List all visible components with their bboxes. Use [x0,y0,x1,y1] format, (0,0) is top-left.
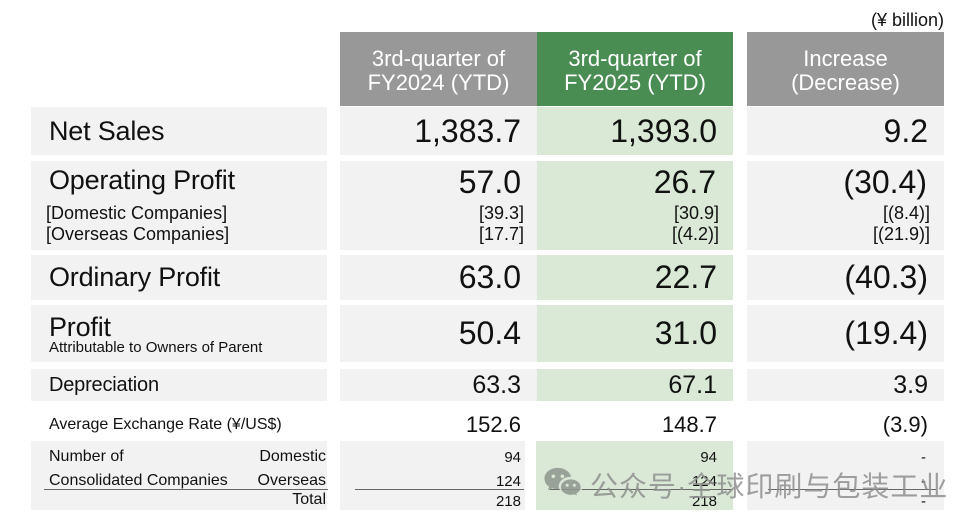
row-operating-profit-sub1-diff-value: [(8.4)] [882,202,930,223]
row-companies-cat-domestic: Domestic [259,448,326,465]
units-label: (¥ billion) [870,10,944,30]
row-companies-curr-total: 218 [691,493,717,510]
row-profit-label-cell: Profit Attributable to Owners of Parent [31,305,327,362]
row-ordinary-profit-curr-value: 22.7 [654,259,717,295]
row-companies-label-line2: Consolidated Companies [49,471,228,489]
row-operating-profit-diff-cell: (30.4) [(8.4)] [(21.9)] [747,161,944,250]
row-operating-profit-sub2-diff-value: [(21.9)] [872,224,930,244]
row-depreciation-diff-value: 3.9 [893,370,928,399]
total-divider-prev [355,489,524,490]
column-header-increase: Increase (Decrease) [747,32,944,106]
row-companies-prev-overseas: 124 [495,473,521,490]
row-operating-profit-sub1-label: [Domestic Companies] [46,202,228,223]
row-net-sales-curr-value: 1,393.0 [610,112,717,149]
row-companies-prev-total: 218 [495,493,521,510]
column-header-fy2024: 3rd-quarter of FY2024 (YTD) [340,32,537,106]
row-profit-sublabel: Attributable to Owners of Parent [49,338,263,356]
row-net-sales-label: Net Sales [49,115,165,146]
watermark-text: 公众号·全球印刷与包装工业 [590,471,949,502]
row-exchange-rate-label: Average Exchange Rate (¥/US$) [49,416,282,433]
column-header-fy2024-line1: 3rd-quarter of [371,45,506,71]
row-net-sales-curr-cell: 1,393.0 [537,107,733,155]
column-header-fy2025-line2: FY2025 (YTD) [564,70,706,95]
total-divider-label [44,489,328,490]
row-exchange-rate-prev-cell: 152.6 [340,410,537,440]
row-net-sales-diff-cell: 9.2 [747,107,944,155]
row-companies-label-line1: Number of [49,448,124,465]
row-companies-curr-domestic: 94 [700,449,717,466]
row-ordinary-profit-label-cell: Ordinary Profit [31,255,327,300]
row-exchange-rate-diff-cell: (3.9) [747,410,944,440]
row-ordinary-profit-diff-value: (40.3) [844,259,928,295]
row-companies-diff-total: - [921,493,926,510]
row-operating-profit-label-cell: Operating Profit [Domestic Companies] [O… [31,161,327,250]
row-companies-prev-domestic: 94 [504,449,521,466]
row-companies-curr-overseas: 124 [691,473,717,490]
row-operating-profit-sub2-label: [Overseas Companies] [46,224,230,244]
row-companies-diff-domestic: - [921,449,926,466]
row-companies-diff-cell: - - - [747,441,944,510]
row-companies-label-cell: Number of Consolidated Companies Domesti… [31,441,327,510]
row-exchange-rate-curr-cell: 148.7 [537,410,733,440]
row-operating-profit-sub2-curr-value: [(4.2)] [671,224,719,244]
row-operating-profit-diff-value: (30.4) [843,164,927,200]
row-profit-diff-value: (19.4) [844,315,928,351]
row-operating-profit-sub1-prev-value: [39.3] [478,202,524,223]
row-depreciation-prev-value: 63.3 [472,370,521,399]
row-companies-diff-overseas: - [921,473,926,490]
row-operating-profit-sub1-curr-value: [30.9] [673,202,719,223]
row-companies-cat-total: Total [292,490,326,508]
row-exchange-rate-curr-value: 148.7 [661,412,717,437]
column-header-increase-line1: Increase [803,45,888,71]
row-net-sales-prev-value: 1,383.7 [414,112,521,149]
row-ordinary-profit-diff-cell: (40.3) [747,255,944,300]
row-ordinary-profit-curr-cell: 22.7 [537,255,733,300]
row-net-sales-prev-cell: 1,383.7 [340,107,537,155]
column-header-fy2025-line1: 3rd-quarter of [568,45,702,71]
row-exchange-rate-label-cell: Average Exchange Rate (¥/US$) [31,410,327,440]
row-profit-label: Profit [49,312,111,342]
row-depreciation-diff-cell: 3.9 [747,369,944,401]
row-operating-profit-prev-value: 57.0 [458,164,521,200]
total-divider-curr [550,489,732,490]
row-operating-profit-sub2-prev-value: [17.7] [478,224,524,244]
row-operating-profit-label: Operating Profit [49,165,235,195]
column-header-fy2024-line2: FY2024 (YTD) [367,70,510,95]
row-exchange-rate-diff-value: (3.9) [882,412,928,437]
row-depreciation-curr-cell: 67.1 [537,369,733,401]
total-divider-diff [768,489,936,490]
row-net-sales-label-cell: Net Sales [31,107,327,155]
column-header-fy2025: 3rd-quarter of FY2025 (YTD) [537,32,733,106]
row-profit-prev-value: 50.4 [458,315,521,351]
row-depreciation-prev-cell: 63.3 [340,369,537,401]
row-depreciation-label-cell: Depreciation [31,369,327,401]
row-profit-curr-cell: 31.0 [537,305,733,362]
row-ordinary-profit-label: Ordinary Profit [49,262,221,292]
column-header-increase-line2: (Decrease) [791,70,900,95]
row-companies-cat-overseas: Overseas [257,471,326,489]
row-profit-prev-cell: 50.4 [340,305,537,362]
row-depreciation-label: Depreciation [49,373,159,396]
row-net-sales-diff-value: 9.2 [883,112,928,149]
row-ordinary-profit-prev-cell: 63.0 [340,255,537,300]
row-operating-profit-curr-value: 26.7 [653,164,716,200]
row-profit-curr-value: 31.0 [654,315,717,351]
row-ordinary-profit-prev-value: 63.0 [458,259,521,295]
row-operating-profit-prev-cell: 57.0 [39.3] [17.7] [340,161,537,250]
wechat-icon [544,467,583,502]
row-companies-prev-cell: 94 124 218 [340,441,525,510]
row-profit-diff-cell: (19.4) [747,305,944,362]
row-operating-profit-curr-cell: 26.7 [30.9] [(4.2)] [537,161,733,250]
row-exchange-rate-prev-value: 152.6 [465,412,521,437]
row-depreciation-curr-value: 67.1 [668,370,717,399]
